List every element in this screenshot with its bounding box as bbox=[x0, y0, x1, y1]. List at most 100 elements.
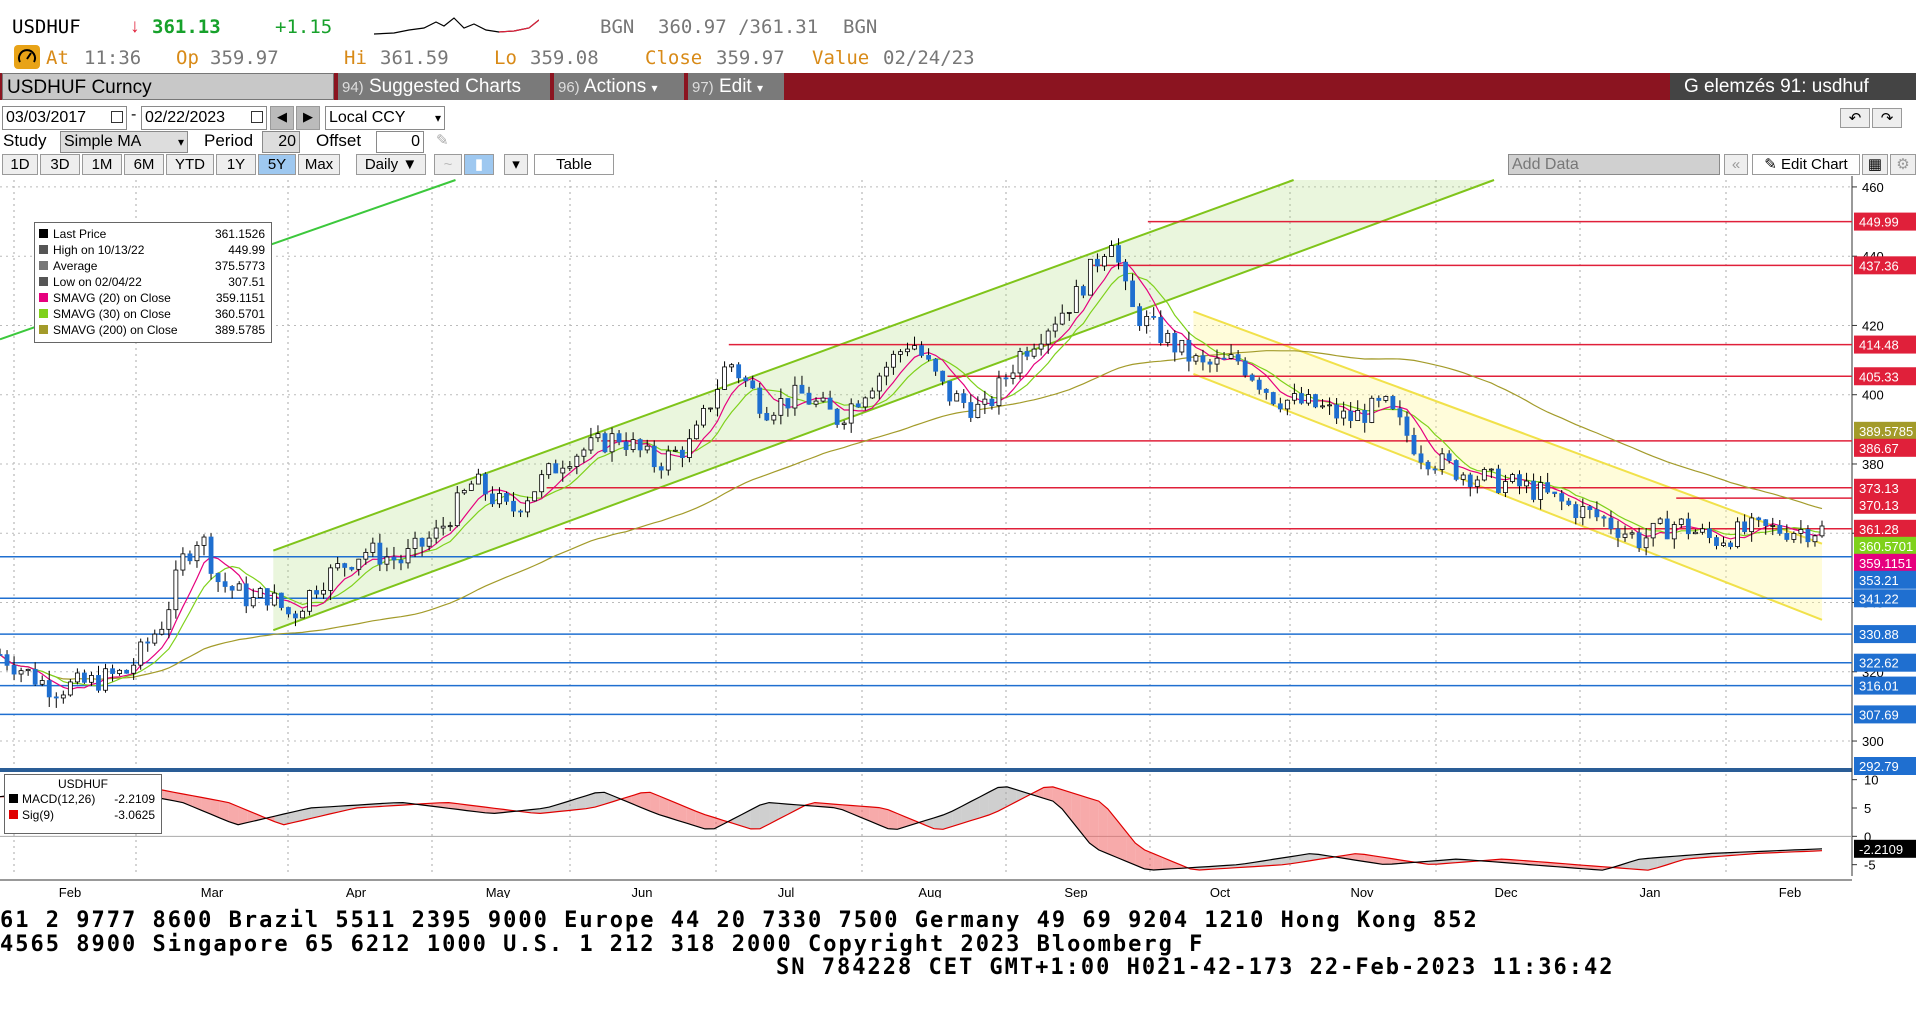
candle-body bbox=[1214, 357, 1220, 365]
date-from-field[interactable]: 03/03/2017 bbox=[2, 106, 127, 130]
macd-histogram-fill bbox=[338, 805, 348, 812]
suggested-charts-number: 94) bbox=[342, 79, 364, 96]
macd-histogram-fill bbox=[1062, 789, 1072, 821]
candle-body bbox=[286, 607, 291, 615]
calendar-icon[interactable] bbox=[251, 111, 263, 123]
next-period-button[interactable]: ▶ bbox=[296, 106, 320, 130]
macd-histogram-fill bbox=[897, 813, 907, 830]
gauge-icon[interactable] bbox=[14, 45, 40, 69]
price-label: 389.5785 bbox=[1859, 424, 1913, 439]
candle-body bbox=[1608, 517, 1614, 530]
period-field[interactable]: 20 bbox=[262, 131, 300, 153]
suggested-charts-button[interactable]: 94) Suggested Charts bbox=[338, 73, 550, 100]
candle-body bbox=[1165, 332, 1171, 344]
candle-body bbox=[898, 351, 903, 355]
candle-body bbox=[1559, 493, 1565, 502]
price-label: 316.01 bbox=[1859, 679, 1899, 694]
candle-body bbox=[391, 556, 397, 561]
edit-button[interactable]: 97) Edit ▾ bbox=[688, 73, 784, 100]
macd-histogram-fill bbox=[1126, 831, 1136, 866]
macd-histogram-fill bbox=[1382, 857, 1392, 865]
candle-body bbox=[433, 527, 439, 539]
candle-body bbox=[694, 424, 699, 440]
candle-body bbox=[609, 433, 615, 453]
macd-histogram-fill bbox=[869, 806, 879, 825]
chart-settings-icon[interactable]: ▦ bbox=[1862, 154, 1888, 175]
range-button-5y[interactable]: 5Y bbox=[258, 154, 296, 175]
macd-histogram-fill bbox=[677, 803, 687, 824]
month-label: Feb bbox=[59, 885, 81, 898]
edit-chart-button[interactable]: ✎ Edit Chart bbox=[1752, 154, 1860, 175]
candle-body bbox=[1531, 480, 1536, 500]
candle-body bbox=[1418, 453, 1424, 463]
macd-histogram-fill bbox=[1290, 855, 1301, 864]
candle-chart-icon[interactable]: ▮ bbox=[464, 154, 494, 175]
macd-histogram-fill bbox=[878, 807, 889, 829]
candle-body bbox=[1791, 533, 1797, 540]
range-button-6m[interactable]: 6M bbox=[124, 154, 164, 175]
edit-label: Edit bbox=[718, 76, 752, 97]
offset-field[interactable]: 0 bbox=[376, 131, 424, 153]
security-field[interactable]: USDHUF Curncy bbox=[2, 73, 334, 100]
add-data-field[interactable]: Add Data bbox=[1508, 154, 1720, 175]
quote-source: BGN bbox=[600, 16, 635, 38]
range-button-ytd[interactable]: YTD bbox=[166, 154, 214, 175]
candle-body bbox=[968, 402, 974, 418]
range-button-1m[interactable]: 1M bbox=[82, 154, 122, 175]
currency-select[interactable]: Local CCY ▾ bbox=[325, 106, 445, 130]
range-button-3d[interactable]: 3D bbox=[40, 154, 80, 175]
range-button-1d[interactable]: 1D bbox=[2, 154, 38, 175]
undo-icon[interactable]: ↶ bbox=[1840, 108, 1870, 128]
candle-body bbox=[412, 537, 418, 549]
candle-body bbox=[1369, 397, 1375, 423]
study-select[interactable]: Simple MA ▾ bbox=[60, 131, 188, 153]
candle-body bbox=[1615, 528, 1621, 538]
candle-body bbox=[764, 412, 770, 421]
study-value: Simple MA bbox=[64, 133, 142, 150]
calendar-icon[interactable] bbox=[111, 111, 123, 123]
macd-histogram-fill bbox=[1144, 849, 1154, 870]
macd-legend[interactable]: USDHUF MACD(12,26) -2.2109 Sig(9) -3.0625 bbox=[4, 774, 162, 834]
candle-body bbox=[201, 536, 207, 546]
candle-body bbox=[1144, 316, 1150, 327]
macd-histogram-fill bbox=[173, 792, 184, 803]
chart-type-dropdown[interactable]: ▾ bbox=[504, 154, 528, 175]
price-label: 414.48 bbox=[1859, 338, 1899, 353]
candle-body bbox=[166, 609, 172, 630]
candle-body bbox=[1538, 482, 1544, 500]
gear-icon[interactable]: ⚙ bbox=[1890, 154, 1916, 175]
date-to-field[interactable]: 02/22/2023 bbox=[141, 106, 267, 130]
month-label: Sep bbox=[1064, 885, 1087, 898]
table-button[interactable]: Table bbox=[534, 154, 614, 175]
candle-body bbox=[1130, 280, 1135, 308]
macd-histogram-fill bbox=[741, 809, 751, 829]
chart-legend[interactable]: Last Price 361.1526 High on 10/13/22 449.99… bbox=[34, 222, 272, 343]
frequency-select[interactable]: Daily ▼ bbox=[356, 154, 426, 175]
candle-body bbox=[1594, 509, 1600, 518]
range-button-max[interactable]: Max bbox=[298, 154, 340, 175]
candle-body bbox=[799, 384, 805, 394]
range-button-1y[interactable]: 1Y bbox=[216, 154, 256, 175]
month-label: Jul bbox=[778, 885, 795, 898]
legend-label: SMAVG (200) on Close bbox=[53, 323, 178, 337]
macd-histogram-fill bbox=[567, 798, 577, 811]
line-chart-icon[interactable]: ~ bbox=[434, 154, 462, 175]
candle-body bbox=[1242, 360, 1248, 376]
macd-histogram-fill bbox=[485, 807, 495, 814]
prev-period-button[interactable]: ◀ bbox=[270, 106, 294, 130]
price-label-bg bbox=[1854, 212, 1916, 231]
redo-icon[interactable]: ↷ bbox=[1872, 108, 1902, 128]
pencil-icon[interactable]: ✎ bbox=[436, 132, 449, 149]
candle-body bbox=[482, 473, 488, 495]
suggested-charts-label: Suggested Charts bbox=[368, 76, 522, 97]
price-chart[interactable]: 300320340360380400420440460449.99437.364… bbox=[0, 176, 1916, 898]
collapse-icon[interactable]: « bbox=[1724, 154, 1748, 175]
candle-body bbox=[1587, 506, 1593, 511]
candle-body bbox=[1812, 535, 1818, 543]
candle-body bbox=[1045, 330, 1051, 345]
candle-body bbox=[1383, 396, 1389, 401]
actions-button[interactable]: 96) Actions ▾ bbox=[554, 73, 684, 100]
candle-body bbox=[1756, 517, 1762, 521]
price-label-bg bbox=[1854, 625, 1916, 644]
